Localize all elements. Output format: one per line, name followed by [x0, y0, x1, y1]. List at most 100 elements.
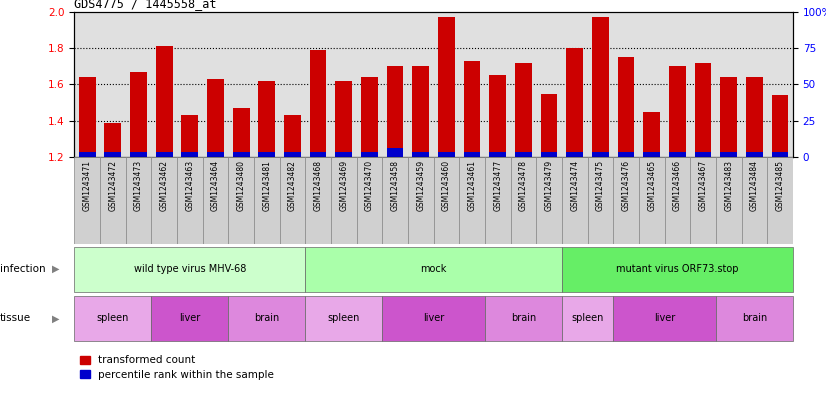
- Text: ▶: ▶: [52, 264, 59, 274]
- Text: infection: infection: [0, 264, 45, 274]
- Bar: [280, 157, 306, 244]
- Bar: [567, 48, 583, 157]
- Text: spleen: spleen: [97, 313, 129, 323]
- Bar: [177, 157, 202, 244]
- Bar: [382, 157, 408, 244]
- Text: GSM1243461: GSM1243461: [468, 160, 477, 211]
- Bar: [151, 296, 228, 341]
- Bar: [310, 152, 326, 157]
- Text: GSM1243482: GSM1243482: [288, 160, 297, 211]
- Text: GSM1243459: GSM1243459: [416, 160, 425, 211]
- Bar: [74, 296, 151, 341]
- Text: mock: mock: [420, 264, 447, 274]
- Bar: [746, 152, 762, 157]
- Bar: [587, 157, 613, 244]
- Bar: [613, 157, 639, 244]
- Bar: [515, 152, 532, 157]
- Bar: [357, 157, 382, 244]
- Bar: [618, 57, 634, 157]
- Bar: [434, 157, 459, 244]
- Bar: [233, 152, 249, 157]
- Bar: [259, 152, 275, 157]
- Bar: [746, 77, 762, 157]
- Bar: [515, 63, 532, 157]
- Bar: [643, 112, 660, 157]
- Bar: [639, 157, 665, 244]
- Text: GSM1243472: GSM1243472: [108, 160, 117, 211]
- Bar: [335, 152, 352, 157]
- Text: liver: liver: [423, 313, 444, 323]
- Bar: [720, 77, 737, 157]
- Text: GSM1243476: GSM1243476: [622, 160, 630, 211]
- Bar: [691, 157, 716, 244]
- Bar: [669, 152, 686, 157]
- Bar: [592, 152, 609, 157]
- Text: GSM1243460: GSM1243460: [442, 160, 451, 211]
- Bar: [412, 66, 430, 157]
- Bar: [74, 246, 306, 292]
- Text: ▶: ▶: [52, 313, 59, 323]
- Bar: [331, 157, 357, 244]
- Bar: [228, 296, 306, 341]
- Bar: [202, 157, 228, 244]
- Bar: [613, 296, 716, 341]
- Bar: [131, 152, 147, 157]
- Bar: [720, 152, 737, 157]
- Bar: [618, 152, 634, 157]
- Bar: [382, 296, 485, 341]
- Bar: [233, 108, 249, 157]
- Bar: [387, 148, 403, 157]
- Text: spleen: spleen: [328, 313, 360, 323]
- Bar: [182, 116, 198, 157]
- Bar: [510, 157, 536, 244]
- Bar: [592, 17, 609, 157]
- Bar: [665, 157, 691, 244]
- Text: brain: brain: [510, 313, 536, 323]
- Bar: [284, 116, 301, 157]
- Bar: [716, 157, 742, 244]
- Bar: [254, 157, 280, 244]
- Bar: [767, 157, 793, 244]
- Text: GSM1243468: GSM1243468: [314, 160, 323, 211]
- Text: GSM1243475: GSM1243475: [596, 160, 605, 211]
- Bar: [562, 246, 793, 292]
- Text: brain: brain: [742, 313, 767, 323]
- Text: GSM1243470: GSM1243470: [365, 160, 374, 211]
- Bar: [562, 296, 613, 341]
- Bar: [284, 152, 301, 157]
- Text: GSM1243477: GSM1243477: [493, 160, 502, 211]
- Text: GSM1243473: GSM1243473: [134, 160, 143, 211]
- Bar: [306, 296, 382, 341]
- Text: GSM1243483: GSM1243483: [724, 160, 733, 211]
- Bar: [310, 50, 326, 157]
- Bar: [464, 61, 481, 157]
- Bar: [335, 81, 352, 157]
- Text: GSM1243485: GSM1243485: [776, 160, 785, 211]
- Text: mutant virus ORF73.stop: mutant virus ORF73.stop: [616, 264, 738, 274]
- Bar: [771, 152, 789, 157]
- Text: GDS4775 / 1445558_at: GDS4775 / 1445558_at: [74, 0, 217, 10]
- Text: GSM1243478: GSM1243478: [519, 160, 528, 211]
- Bar: [490, 75, 506, 157]
- Text: GSM1243484: GSM1243484: [750, 160, 759, 211]
- Bar: [464, 152, 481, 157]
- Bar: [105, 152, 121, 157]
- Text: GSM1243466: GSM1243466: [673, 160, 682, 211]
- Text: GSM1243463: GSM1243463: [185, 160, 194, 211]
- Bar: [438, 17, 455, 157]
- Text: GSM1243462: GSM1243462: [159, 160, 169, 211]
- Bar: [105, 123, 121, 157]
- Text: GSM1243464: GSM1243464: [211, 160, 220, 211]
- Bar: [490, 152, 506, 157]
- Bar: [156, 46, 173, 157]
- Bar: [151, 157, 177, 244]
- Text: GSM1243479: GSM1243479: [544, 160, 553, 211]
- Text: GSM1243480: GSM1243480: [237, 160, 245, 211]
- Bar: [361, 152, 377, 157]
- Text: liver: liver: [654, 313, 676, 323]
- Text: tissue: tissue: [0, 313, 31, 323]
- Bar: [126, 157, 151, 244]
- Text: GSM1243467: GSM1243467: [699, 160, 708, 211]
- Bar: [716, 296, 793, 341]
- Bar: [361, 77, 377, 157]
